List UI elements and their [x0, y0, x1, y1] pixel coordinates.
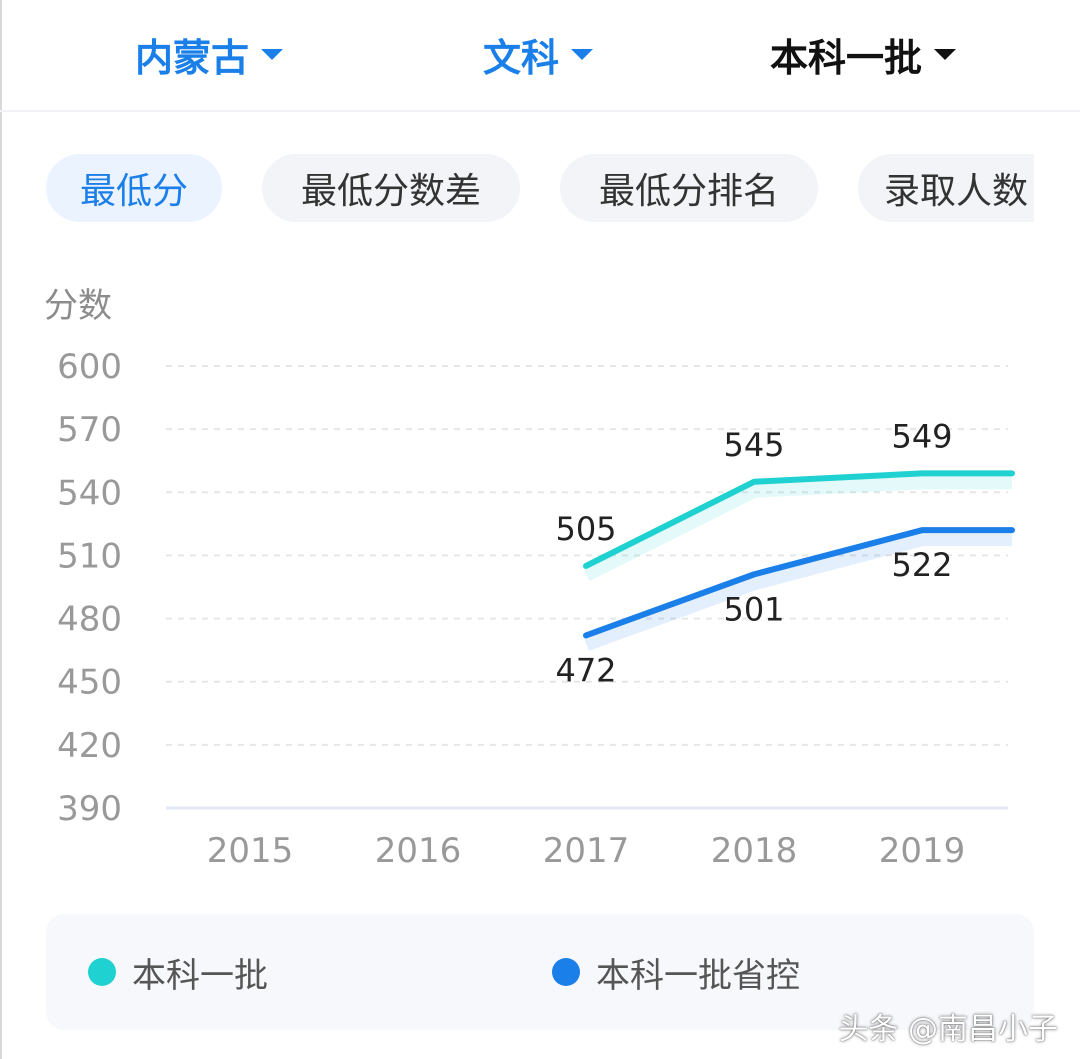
y-axis-label: 分数 — [44, 286, 112, 326]
y-tick-label: 390 — [57, 789, 122, 829]
subject-dropdown[interactable]: 文科 — [483, 26, 594, 82]
x-tick-label: 2016 — [375, 831, 462, 871]
province-label: 内蒙古 — [135, 35, 250, 80]
batch-label: 本科一批 — [770, 35, 923, 80]
tab-min-score[interactable]: 最低分 — [46, 154, 222, 222]
legend-label: 本科一批省控 — [596, 955, 800, 996]
batch-dropdown[interactable]: 本科一批 — [770, 26, 957, 82]
filter-header: 内蒙古 文科 本科一批 — [0, 0, 1080, 112]
legend-item-series-2[interactable]: 本科一批省控 — [552, 914, 800, 1030]
metric-tabs: 最低分 最低分数差 最低分排名 录取人数 — [46, 154, 1034, 222]
window-edge — [0, 0, 2, 1059]
subject-label: 文科 — [483, 35, 560, 80]
x-tick-label: 2015 — [207, 831, 294, 871]
province-dropdown[interactable]: 内蒙古 — [135, 26, 284, 82]
data-label: 472 — [555, 651, 616, 689]
x-tick-label: 2019 — [879, 831, 966, 871]
y-tick-label: 600 — [57, 347, 122, 387]
series-line-2 — [583, 527, 1015, 639]
legend-label: 本科一批 — [132, 955, 268, 996]
data-label: 549 — [891, 417, 952, 455]
series-line-1 — [583, 470, 1015, 569]
caret-down-icon — [571, 48, 594, 60]
data-label: 545 — [723, 426, 784, 464]
data-label: 522 — [891, 546, 952, 584]
series-shadow — [582, 473, 1012, 582]
tab-min-score-diff[interactable]: 最低分数差 — [262, 154, 520, 222]
x-tick-label: 2018 — [711, 831, 798, 871]
data-label: 505 — [555, 510, 616, 548]
caret-down-icon — [261, 48, 284, 60]
y-tick-label: 480 — [57, 600, 122, 640]
legend-dot-icon — [88, 958, 116, 986]
tab-min-score-rank[interactable]: 最低分排名 — [560, 154, 818, 222]
score-line-chart: 600 570 540 510 480 450 420 390 2015 2016 2017 2018… — [57, 347, 1015, 871]
y-tick-label: 540 — [57, 473, 122, 513]
y-tick-label: 510 — [57, 536, 122, 576]
chart-legend: 本科一批 本科一批省控 — [46, 914, 1034, 1030]
y-tick-label: 570 — [57, 410, 122, 450]
series-shadow — [583, 530, 1012, 651]
watermark: 头条 @南昌小子 — [838, 1012, 1058, 1047]
caret-down-icon — [934, 48, 957, 60]
y-tick-label: 420 — [57, 726, 122, 766]
legend-dot-icon — [552, 958, 580, 986]
tab-admission-count[interactable]: 录取人数 — [858, 154, 1034, 222]
x-tick-label: 2017 — [543, 831, 630, 871]
y-tick-label: 450 — [57, 663, 122, 703]
legend-item-series-1[interactable]: 本科一批 — [88, 914, 268, 1030]
data-label: 501 — [723, 590, 784, 628]
